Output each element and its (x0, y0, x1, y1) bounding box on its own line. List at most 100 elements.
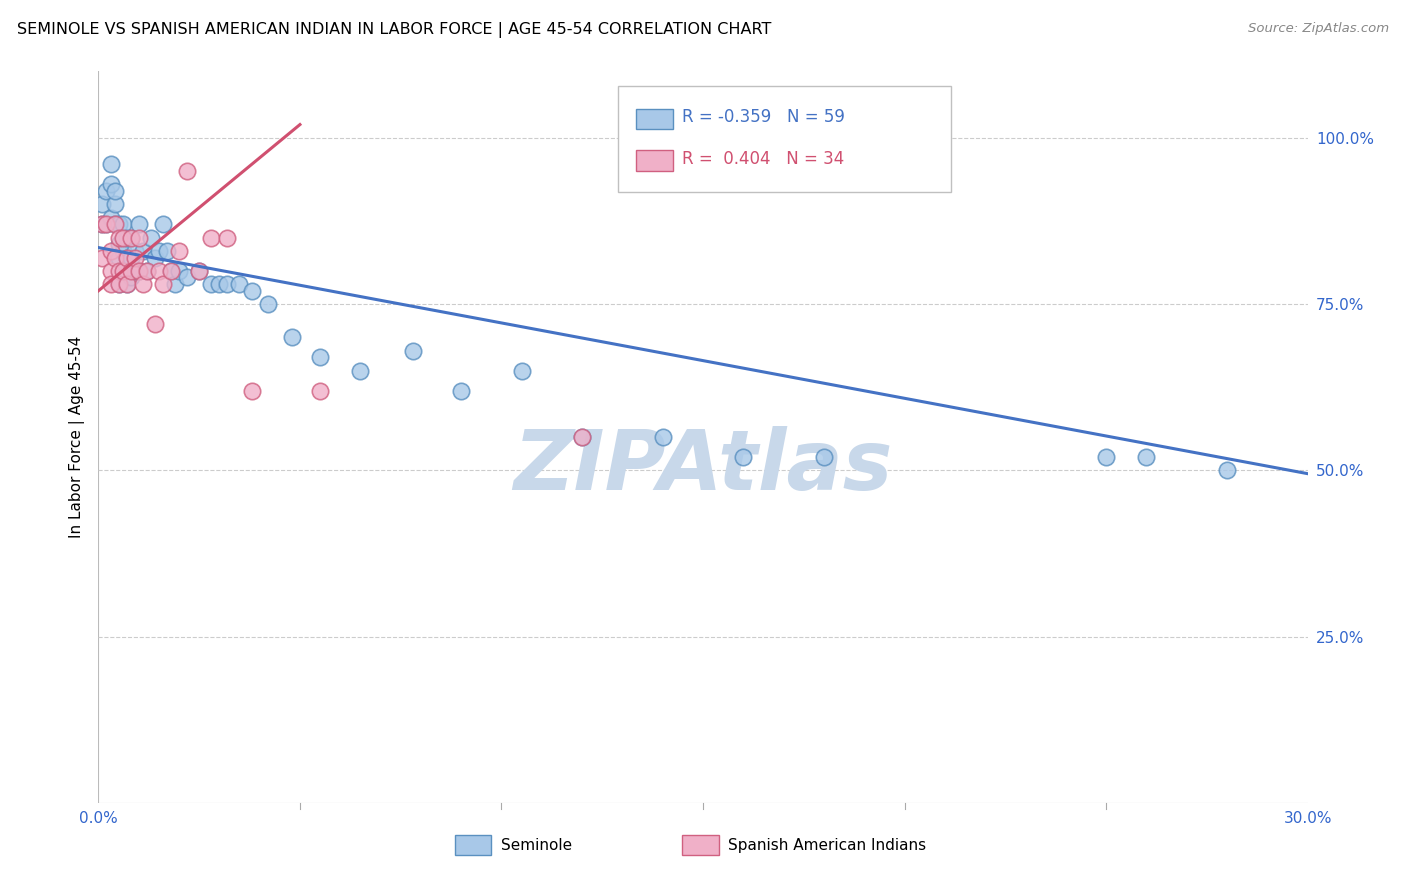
Text: Seminole: Seminole (501, 838, 572, 853)
Text: Spanish American Indians: Spanish American Indians (728, 838, 927, 853)
Point (91, 217, 114, 231)
Point (124, 251, 146, 265)
Point (349, 363, 371, 377)
Point (176, 270, 198, 285)
Point (107, 230, 129, 244)
Point (120, 230, 142, 244)
FancyBboxPatch shape (619, 86, 950, 192)
Point (111, 244, 134, 258)
Point (124, 244, 146, 258)
Point (100, 211, 122, 225)
Point (217, 277, 239, 292)
Point (571, 430, 593, 444)
Point (571, 430, 593, 444)
Point (143, 317, 166, 331)
Text: SEMINOLE VS SPANISH AMERICAN INDIAN IN LABOR FORCE | AGE 45-54 CORRELATION CHART: SEMINOLE VS SPANISH AMERICAN INDIAN IN L… (17, 22, 772, 38)
Point (148, 244, 170, 258)
Point (132, 277, 155, 292)
Point (167, 244, 190, 258)
Bar (637, 151, 673, 171)
Point (200, 277, 222, 292)
Point (1095, 450, 1118, 464)
Point (128, 217, 150, 231)
Point (402, 343, 425, 358)
Point (120, 251, 142, 265)
Point (813, 450, 835, 464)
Point (124, 264, 146, 278)
Point (240, 284, 263, 298)
Point (135, 264, 157, 278)
Point (733, 450, 755, 464)
Point (96, 217, 118, 231)
Point (200, 230, 222, 244)
Point (217, 230, 239, 244)
Point (120, 270, 142, 285)
Text: ZIPAtlas: ZIPAtlas (513, 425, 893, 507)
Point (651, 430, 673, 444)
Point (309, 384, 332, 398)
Point (188, 264, 211, 278)
Point (107, 251, 129, 265)
Point (120, 264, 142, 278)
Point (188, 264, 211, 278)
Point (148, 264, 170, 278)
Point (103, 197, 125, 211)
Bar (682, 835, 718, 855)
Text: R = -0.359   N = 59: R = -0.359 N = 59 (682, 109, 845, 127)
Point (103, 184, 125, 198)
Point (115, 277, 138, 292)
Point (111, 230, 134, 244)
Point (135, 264, 157, 278)
Point (107, 277, 129, 292)
Point (450, 384, 472, 398)
Point (91, 251, 114, 265)
Point (100, 277, 122, 292)
Point (208, 277, 231, 292)
Point (510, 363, 533, 377)
Point (111, 217, 134, 231)
Point (128, 264, 150, 278)
Point (111, 264, 134, 278)
Point (107, 237, 129, 252)
Point (100, 244, 122, 258)
Point (115, 277, 138, 292)
Point (143, 251, 166, 265)
Point (96, 184, 118, 198)
Point (240, 384, 263, 398)
Point (128, 264, 150, 278)
Y-axis label: In Labor Force | Age 45-54: In Labor Force | Age 45-54 (69, 336, 84, 538)
Point (152, 217, 174, 231)
Point (115, 230, 138, 244)
Point (256, 297, 278, 311)
Point (1216, 463, 1239, 477)
Point (120, 230, 142, 244)
Point (103, 251, 125, 265)
Point (91, 197, 114, 211)
Point (1135, 450, 1157, 464)
Point (100, 178, 122, 192)
Point (111, 264, 134, 278)
Point (156, 244, 179, 258)
Point (228, 277, 250, 292)
Text: R =  0.404   N = 34: R = 0.404 N = 34 (682, 150, 845, 168)
Point (139, 230, 162, 244)
Point (281, 330, 304, 344)
Text: Source: ZipAtlas.com: Source: ZipAtlas.com (1249, 22, 1389, 36)
Point (107, 217, 129, 231)
Point (128, 230, 150, 244)
Point (176, 164, 198, 178)
Point (96, 217, 118, 231)
Point (103, 217, 125, 231)
Point (115, 251, 138, 265)
Point (132, 244, 155, 258)
Point (103, 217, 125, 231)
Bar (456, 835, 492, 855)
Point (115, 251, 138, 265)
Point (100, 157, 122, 171)
Point (91, 217, 114, 231)
Point (160, 264, 183, 278)
Point (152, 277, 174, 292)
Point (163, 277, 186, 292)
Bar (637, 109, 673, 129)
Point (100, 264, 122, 278)
